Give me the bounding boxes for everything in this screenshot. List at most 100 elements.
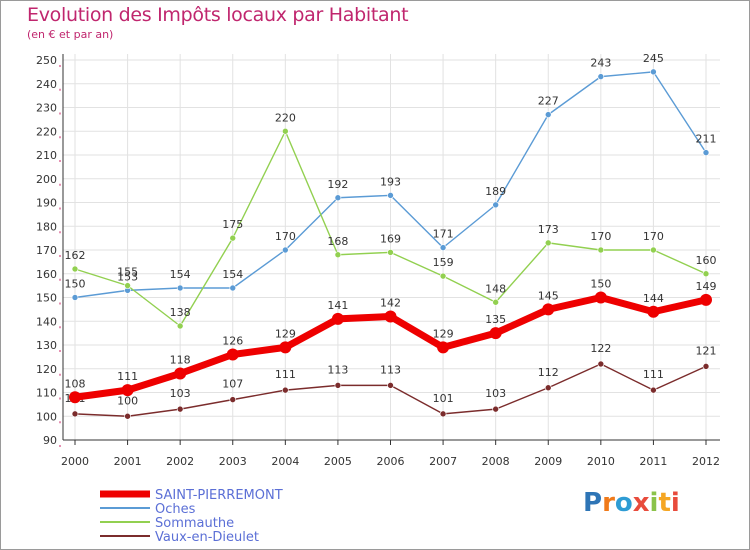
- data-label-oches-2009: 227: [538, 95, 559, 108]
- legend-label-oches: Oches: [155, 502, 196, 517]
- data-label-vaux-en-dieulet-2005: 113: [327, 363, 348, 376]
- chart-title: Evolution des Impôts locaux par Habitant: [27, 4, 409, 26]
- x-tick-label-2010: 2010: [587, 455, 615, 468]
- logo-letter: o: [614, 488, 633, 518]
- y-tick-label-90: 90: [43, 434, 57, 447]
- legend-label-saint-pierremont: SAINT-PIERREMONT: [155, 488, 283, 503]
- data-label-sommauthe-2009: 173: [538, 223, 559, 236]
- data-label-saint-pierremont-2008: 135: [485, 313, 506, 326]
- point-saint-pierremont-2003: [226, 348, 239, 361]
- logo-letter: i: [649, 488, 659, 518]
- y-tick-label-120: 120: [36, 363, 57, 376]
- data-label-vaux-en-dieulet-2002: 103: [170, 387, 191, 400]
- data-label-vaux-en-dieulet-2012: 121: [696, 344, 717, 357]
- logo-letter: x: [632, 488, 650, 518]
- data-label-oches-2003: 154: [222, 268, 243, 281]
- y-tick-label-200: 200: [36, 173, 57, 186]
- y-tick-label-150: 150: [36, 292, 57, 305]
- point-vaux-en-dieulet-2007: [439, 410, 447, 418]
- y-tick-label-130: 130: [36, 339, 57, 352]
- data-label-oches-2008: 189: [485, 185, 506, 198]
- data-label-sommauthe-2005: 168: [327, 235, 348, 248]
- point-saint-pierremont-2012: [700, 293, 712, 306]
- x-tick-label-2012: 2012: [692, 455, 720, 468]
- point-sommauthe-2000: [71, 265, 79, 273]
- data-label-oches-2011: 245: [643, 52, 664, 65]
- point-oches-2006: [387, 192, 394, 199]
- y-tick-label-250: 250: [36, 54, 57, 67]
- y-tick-label-240: 240: [36, 78, 57, 91]
- data-label-vaux-en-dieulet-2010: 122: [590, 342, 611, 355]
- y-tick-label-220: 220: [36, 125, 57, 138]
- point-oches-2007: [439, 244, 447, 251]
- x-tick-label-2005: 2005: [324, 455, 352, 468]
- data-label-saint-pierremont-2001: 111: [117, 370, 138, 383]
- point-saint-pierremont-2011: [647, 305, 660, 318]
- data-label-saint-pierremont-2009: 145: [538, 289, 559, 302]
- point-vaux-en-dieulet-2010: [597, 360, 605, 368]
- point-sommauthe-2012: [702, 270, 710, 278]
- data-label-saint-pierremont-2005: 141: [327, 299, 348, 312]
- point-sommauthe-2010: [597, 246, 605, 254]
- data-label-saint-pierremont-2000: 108: [65, 377, 86, 390]
- point-saint-pierremont-2002: [174, 367, 187, 380]
- point-saint-pierremont-2008: [489, 327, 502, 340]
- point-vaux-en-dieulet-2006: [387, 382, 394, 389]
- data-label-saint-pierremont-2010: 150: [590, 278, 611, 291]
- data-label-oches-2001: 153: [117, 270, 138, 283]
- point-vaux-en-dieulet-2005: [334, 382, 342, 389]
- data-label-sommauthe-2002: 138: [170, 306, 191, 319]
- logo-letter: i: [670, 488, 680, 518]
- point-vaux-en-dieulet-2008: [492, 405, 499, 413]
- data-label-oches-2006: 193: [380, 175, 401, 188]
- point-sommauthe-2003: [229, 234, 237, 242]
- point-oches-2003: [229, 284, 237, 292]
- point-sommauthe-2009: [544, 239, 552, 247]
- point-oches-2010: [597, 73, 605, 80]
- point-saint-pierremont-2000: [69, 391, 81, 404]
- point-vaux-en-dieulet-2011: [650, 386, 657, 394]
- data-label-sommauthe-2008: 148: [485, 282, 506, 295]
- point-oches-2008: [492, 201, 499, 209]
- point-saint-pierremont-2010: [594, 291, 607, 304]
- data-label-vaux-en-dieulet-2003: 107: [222, 378, 243, 391]
- data-label-vaux-en-dieulet-2008: 103: [485, 387, 506, 400]
- point-vaux-en-dieulet-2001: [124, 412, 131, 420]
- x-tick-label-2000: 2000: [61, 455, 89, 468]
- data-label-oches-2007: 171: [433, 228, 454, 241]
- point-saint-pierremont-2006: [384, 310, 397, 323]
- logo-letter: r: [602, 488, 615, 518]
- point-sommauthe-2007: [439, 272, 447, 280]
- point-oches-2002: [176, 284, 184, 292]
- y-tick-label-160: 160: [36, 268, 57, 281]
- logo-letter: P: [583, 488, 603, 518]
- y-tick-label-210: 210: [36, 149, 57, 162]
- y-tick-label-230: 230: [36, 102, 57, 115]
- logo-letter: t: [658, 488, 671, 518]
- data-label-vaux-en-dieulet-2007: 101: [433, 392, 454, 405]
- point-saint-pierremont-2007: [437, 341, 450, 354]
- point-vaux-en-dieulet-2012: [702, 363, 710, 370]
- data-label-saint-pierremont-2004: 129: [275, 327, 296, 340]
- x-tick-label-2001: 2001: [114, 455, 142, 468]
- data-label-vaux-en-dieulet-2006: 113: [380, 363, 401, 376]
- point-saint-pierremont-2009: [542, 303, 555, 316]
- data-label-sommauthe-2001: 155: [117, 266, 138, 279]
- legend-label-sommauthe: Sommauthe: [155, 516, 234, 531]
- y-tick-label-140: 140: [36, 315, 57, 328]
- x-tick-label-2003: 2003: [219, 455, 247, 468]
- data-label-sommauthe-2010: 170: [590, 230, 611, 243]
- data-label-saint-pierremont-2002: 118: [170, 354, 191, 367]
- proxiti-logo: Proxiti: [583, 488, 680, 518]
- data-label-oches-2000: 150: [65, 278, 86, 291]
- y-tick-label-100: 100: [36, 410, 57, 423]
- point-vaux-en-dieulet-2000: [71, 410, 79, 418]
- x-tick-label-2008: 2008: [482, 455, 510, 468]
- y-tick-label-170: 170: [36, 244, 57, 257]
- data-label-sommauthe-2007: 159: [433, 256, 454, 269]
- chart-subtitle: (en € et par an): [27, 28, 114, 41]
- data-label-sommauthe-2004: 220: [275, 111, 296, 124]
- x-tick-label-2006: 2006: [377, 455, 405, 468]
- x-tick-label-2002: 2002: [166, 455, 194, 468]
- point-oches-2009: [544, 111, 552, 118]
